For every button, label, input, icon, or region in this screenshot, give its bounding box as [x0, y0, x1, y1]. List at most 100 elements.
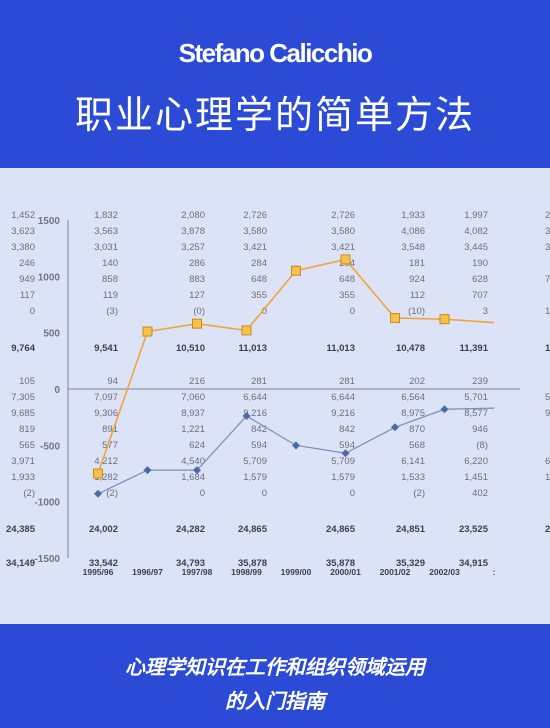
table-cell: 7,305	[11, 392, 35, 403]
subtitle-line-2: 的入门指南	[225, 689, 325, 713]
y-tick-label: 1000	[38, 272, 61, 283]
table-cell: 1,933	[11, 472, 35, 483]
cover-chart-artwork: 1,452 3,623 3,380 246 949 117 0 1,832 3,563 3,031…	[0, 168, 550, 624]
x-tick-label: 1997/98	[182, 567, 213, 577]
bottom-subtitle-band	[0, 624, 550, 728]
table-cell: 0	[262, 306, 267, 317]
table-cell: 3,971	[11, 456, 35, 467]
table-total-cell: 24,282	[176, 524, 205, 535]
table-cell: 5,701	[464, 392, 488, 403]
table-total-cell: 9,541	[94, 343, 118, 354]
lower-series-marker	[94, 489, 102, 498]
table-cell: 355	[251, 290, 267, 301]
table-cell: (2)	[413, 488, 425, 499]
table-cell: 1,933	[401, 210, 425, 221]
table-cell: 4,540	[181, 456, 205, 467]
y-tick-label: -1500	[34, 554, 60, 565]
lower-series-marker	[292, 441, 300, 450]
table-cell: 6,141	[401, 456, 425, 467]
table-cell: 628	[472, 274, 488, 285]
y-tick-label: -1000	[34, 498, 60, 509]
table-cell: 3,031	[94, 242, 118, 253]
table-total-cell: 34,915	[459, 558, 489, 569]
table-total-cell: 11,013	[238, 343, 267, 354]
table-cell: 9,306	[94, 408, 118, 419]
table-cell: 7	[545, 274, 550, 285]
table-cell: 355	[339, 290, 355, 301]
upper-series-marker	[93, 468, 103, 479]
table-cell: 190	[472, 258, 488, 269]
table-cell: 8,937	[181, 408, 205, 419]
table-cell: 246	[19, 258, 35, 269]
table-total-cell: 34,149	[6, 558, 35, 569]
x-tick-label: :	[493, 567, 496, 577]
book-title: 职业心理学的简单方法	[74, 93, 475, 137]
x-tick-label: 2000/01	[330, 567, 361, 577]
table-cell: 3,548	[401, 242, 425, 253]
table-cell: 5,6	[545, 392, 550, 403]
subtitle-line-1: 心理学知识在工作和组织领域运用	[125, 655, 425, 679]
table-total-cell: 10,510	[176, 343, 205, 354]
table-total-cell: 22,8	[545, 524, 550, 535]
table-total-cell: 24,865	[238, 524, 268, 535]
table-total-cell: 9,764	[11, 343, 35, 354]
x-tick-label: 1996/97	[132, 567, 163, 577]
table-cell: 4,082	[464, 226, 488, 237]
table-cell: 9,216	[243, 408, 267, 419]
table-cell: 281	[339, 376, 355, 387]
table-cell: 127	[189, 290, 205, 301]
table-cell: 3,421	[331, 242, 355, 253]
upper-series-marker	[192, 318, 202, 329]
upper-series-marker	[291, 265, 301, 276]
table-cell: 1,452	[11, 210, 35, 221]
table-cell: 949	[19, 274, 35, 285]
x-tick-label: 2001/02	[380, 567, 411, 577]
table-cell: 594	[251, 440, 267, 451]
table-cell: 3,7	[545, 226, 550, 237]
table-cell: 891	[102, 424, 118, 435]
table-cell: 946	[472, 424, 488, 435]
table-cell: 3,623	[11, 226, 35, 237]
table-cell: 94	[107, 376, 118, 387]
x-tick-label: 1998/99	[231, 567, 262, 577]
table-cell: 1,221	[181, 424, 205, 435]
table-total-cell: 23,525	[459, 524, 489, 535]
table-total-cell: 10,478	[396, 343, 425, 354]
upper-series-marker	[241, 325, 252, 336]
table-cell: 1,4	[545, 472, 550, 483]
table-cell: 0	[350, 306, 355, 317]
lower-series-marker	[193, 466, 201, 475]
table-cell: 281	[251, 376, 267, 387]
table-cell: 1	[545, 306, 550, 317]
lower-series-marker	[341, 449, 350, 458]
table-cell: 6,644	[243, 392, 267, 403]
table-cell: 6,	[545, 456, 550, 467]
table-cell: 924	[409, 274, 425, 285]
table-total-cell: 24,851	[396, 524, 426, 535]
table-cell: 819	[19, 424, 35, 435]
table-cell: 6,644	[331, 392, 355, 403]
table-cell: (0)	[193, 306, 205, 317]
table-cell: 1,533	[401, 472, 425, 483]
table-cell: 4,086	[401, 226, 425, 237]
table-cell: 4,212	[94, 456, 118, 467]
table-cell: 117	[20, 290, 35, 301]
y-tick-label: -500	[40, 441, 60, 452]
table-cell: 3	[483, 306, 488, 317]
table-cell: 402	[472, 488, 488, 499]
table-cell: 707	[472, 290, 488, 301]
table-cell: 9,216	[331, 408, 355, 419]
x-tick-label: 1995/96	[83, 567, 114, 577]
table-total-cell: 35,878	[326, 558, 355, 569]
chart-illustration: 1,4523,6233,38024694911701,8323,5633,031…	[6, 210, 550, 577]
table-cell: 5,709	[243, 456, 267, 467]
table-cell: 8,577	[464, 408, 488, 419]
table-cell: 565	[19, 440, 35, 451]
table-cell: 8,975	[401, 408, 425, 419]
table-cell: (8)	[476, 440, 488, 451]
table-total-cell: 24,385	[6, 524, 36, 535]
author-name: Stefano Calicchio	[178, 38, 373, 68]
table-cell: 9,	[545, 408, 550, 419]
table-cell: 181	[409, 258, 425, 269]
